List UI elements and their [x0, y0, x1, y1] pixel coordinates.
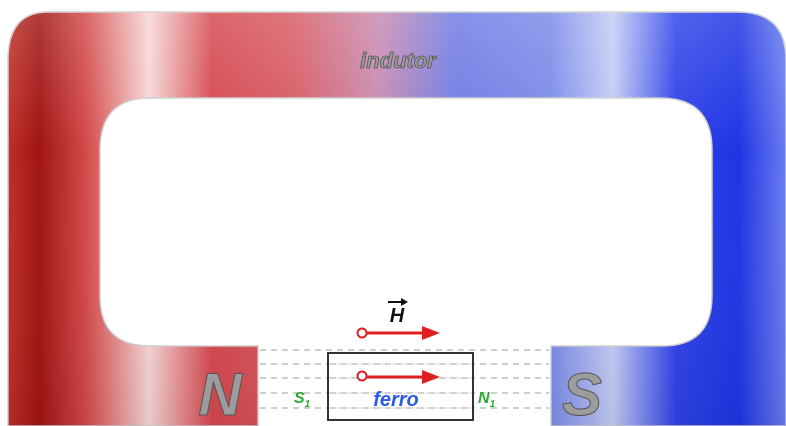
iron-field-arrow	[356, 370, 440, 384]
h-vector-label-group: H	[388, 298, 408, 327]
magnet-title: indutor	[360, 48, 437, 73]
iron-label: ferro	[373, 389, 419, 411]
h-vector-label: H	[390, 305, 405, 327]
h-field-arrow	[356, 326, 440, 340]
vector-overarrow-head-icon	[401, 298, 408, 306]
induced-north-label: N1	[478, 390, 496, 410]
arrow-head-icon	[422, 326, 440, 340]
arrow-head-icon	[422, 370, 440, 384]
arrow-origin-icon	[356, 327, 368, 339]
north-pole-label: N	[198, 361, 243, 426]
induced-south-label: S1	[294, 390, 311, 410]
south-pole-label: S	[562, 361, 602, 426]
magnet-gloss	[8, 12, 786, 426]
arrow-origin-icon	[356, 370, 368, 382]
